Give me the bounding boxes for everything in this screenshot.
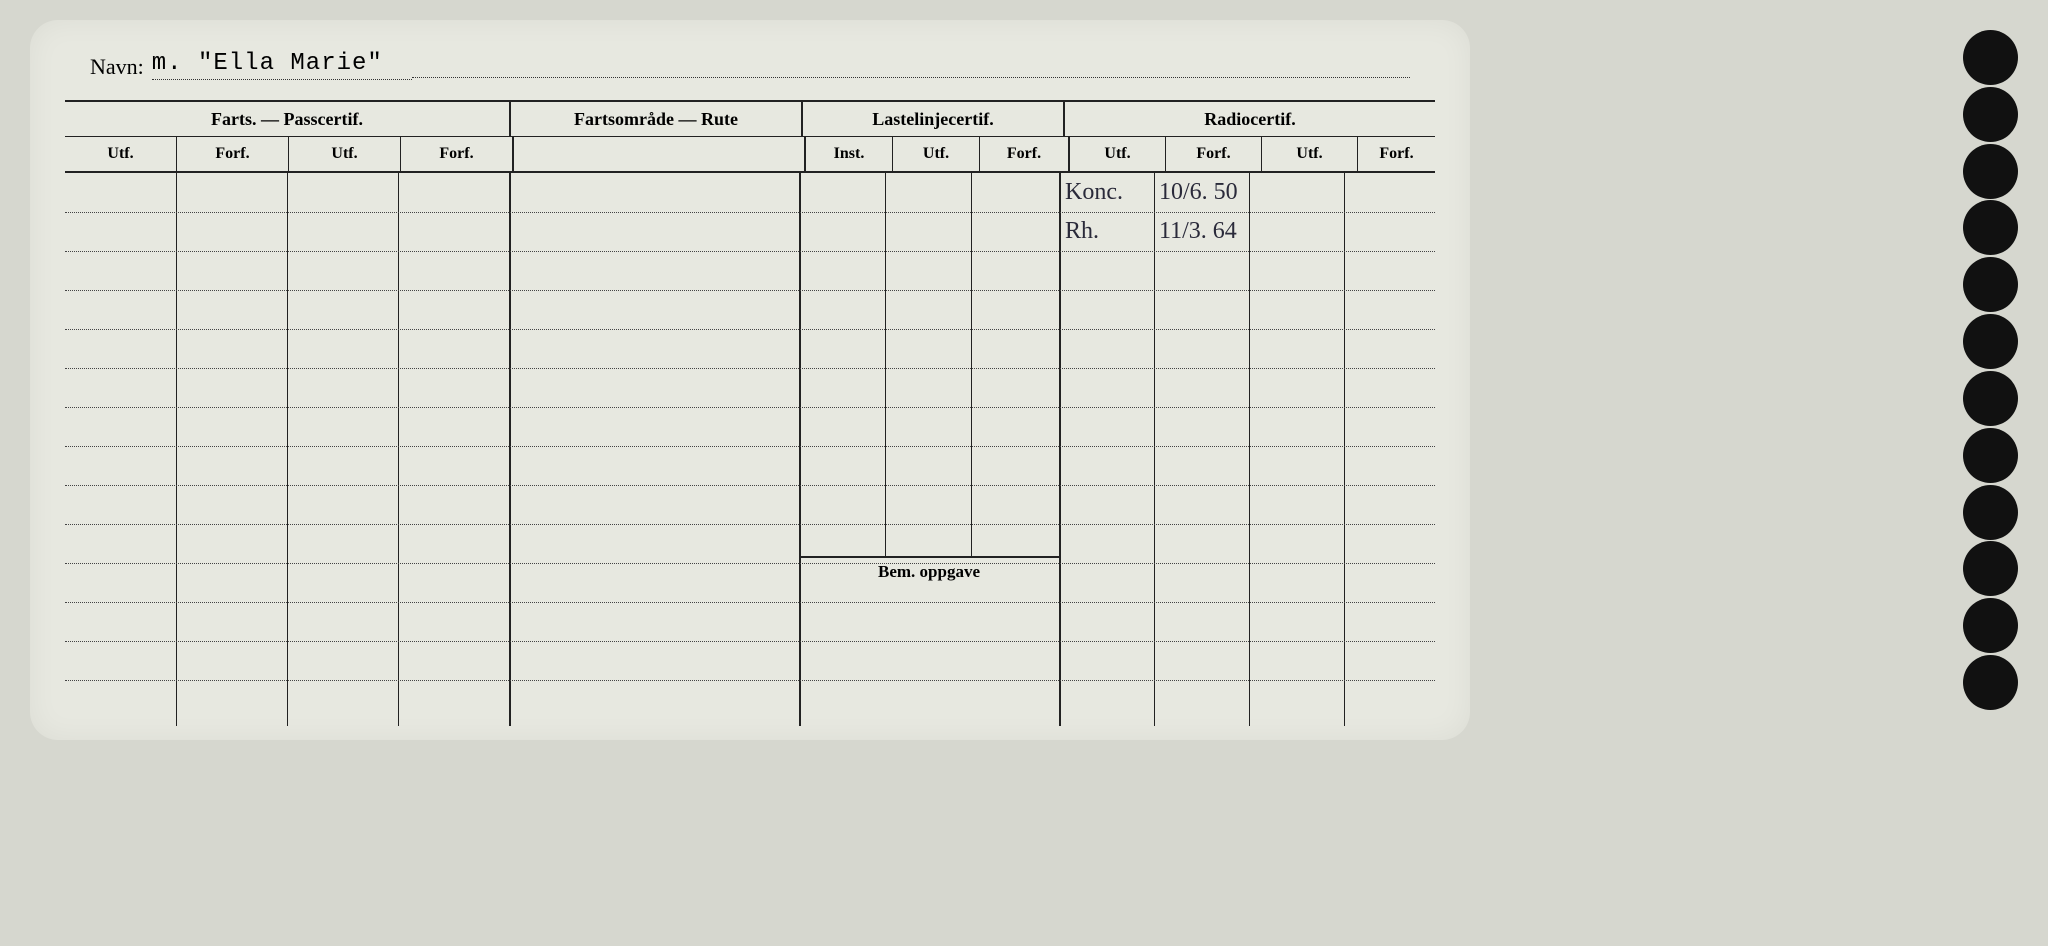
page: Navn: m. "Ella Marie" Farts. — Passcerti…	[0, 0, 2048, 946]
dotted-row	[65, 524, 1435, 525]
hole-icon	[1963, 598, 2018, 653]
col-farts-forf1: Forf.	[177, 137, 289, 171]
section-laste: Lastelinjecertif.	[803, 102, 1065, 136]
handwriting-r2c2: 11/3. 64	[1159, 218, 1237, 245]
col-radio-utf1: Utf.	[1070, 137, 1166, 171]
col-laste-forf: Forf.	[980, 137, 1070, 171]
handwriting-r1c2: 10/6. 50	[1159, 179, 1238, 206]
navn-value: m. "Ella Marie"	[152, 50, 412, 80]
dotted-row	[65, 212, 1435, 213]
col-laste-utf: Utf.	[893, 137, 980, 171]
hole-icon	[1963, 428, 2018, 483]
col-radio-forf2: Forf.	[1358, 137, 1435, 171]
col-radio-forf1: Forf.	[1166, 137, 1262, 171]
dotted-row	[65, 251, 1435, 252]
hole-icon	[1963, 485, 2018, 540]
handwriting-r1c1: Konc.	[1065, 179, 1123, 206]
section-header-row: Farts. — Passcertif. Fartsområde — Rute …	[65, 102, 1435, 137]
navn-row: Navn: m. "Ella Marie"	[90, 50, 1410, 80]
bem-label: Bem. oppgave	[799, 558, 1059, 582]
dotted-row	[65, 407, 1435, 408]
dotted-row	[65, 329, 1435, 330]
hole-icon	[1963, 200, 2018, 255]
vline	[509, 173, 511, 726]
section-farts: Farts. — Passcertif.	[65, 102, 511, 136]
hole-icon	[1963, 371, 2018, 426]
hole-icon	[1963, 655, 2018, 710]
section-radio: Radiocertif.	[1065, 102, 1435, 136]
table-body: Bem. oppgave Konc. 10/6. 50 Rh. 11/3. 64	[65, 173, 1435, 726]
hole-icon	[1963, 87, 2018, 142]
hole-icon	[1963, 257, 2018, 312]
vline	[1154, 173, 1155, 726]
vline	[398, 173, 399, 726]
vline	[885, 173, 886, 556]
hole-icon	[1963, 30, 2018, 85]
dotted-row	[65, 563, 1435, 564]
dotted-row	[65, 602, 1435, 603]
dotted-row	[65, 641, 1435, 642]
dotted-row	[65, 368, 1435, 369]
col-radio-utf2: Utf.	[1262, 137, 1358, 171]
section-rute: Fartsområde — Rute	[511, 102, 803, 136]
hole-icon	[1963, 314, 2018, 369]
vline	[287, 173, 288, 726]
hole-icon	[1963, 144, 2018, 199]
vline	[1059, 173, 1061, 726]
navn-underline	[412, 77, 1410, 78]
dotted-row	[65, 446, 1435, 447]
vline	[1344, 173, 1345, 726]
vline	[799, 173, 801, 726]
dotted-row	[65, 485, 1435, 486]
dotted-row	[65, 290, 1435, 291]
col-laste-inst: Inst.	[806, 137, 893, 171]
col-farts-utf1: Utf.	[65, 137, 177, 171]
index-card: Navn: m. "Ella Marie" Farts. — Passcerti…	[30, 20, 1470, 740]
subheader-row: Utf. Forf. Utf. Forf. Inst. Utf. Forf. U…	[65, 137, 1435, 173]
navn-label: Navn:	[90, 54, 144, 80]
col-farts-forf2: Forf.	[401, 137, 514, 171]
binder-holes	[1963, 30, 2018, 710]
vline	[176, 173, 177, 726]
vline	[1249, 173, 1250, 726]
handwriting-r2c1: Rh.	[1065, 218, 1099, 245]
col-rute	[514, 137, 806, 171]
col-farts-utf2: Utf.	[289, 137, 401, 171]
grid: Farts. — Passcertif. Fartsområde — Rute …	[65, 100, 1435, 725]
dotted-row	[65, 680, 1435, 681]
vline	[971, 173, 972, 556]
hole-icon	[1963, 541, 2018, 596]
